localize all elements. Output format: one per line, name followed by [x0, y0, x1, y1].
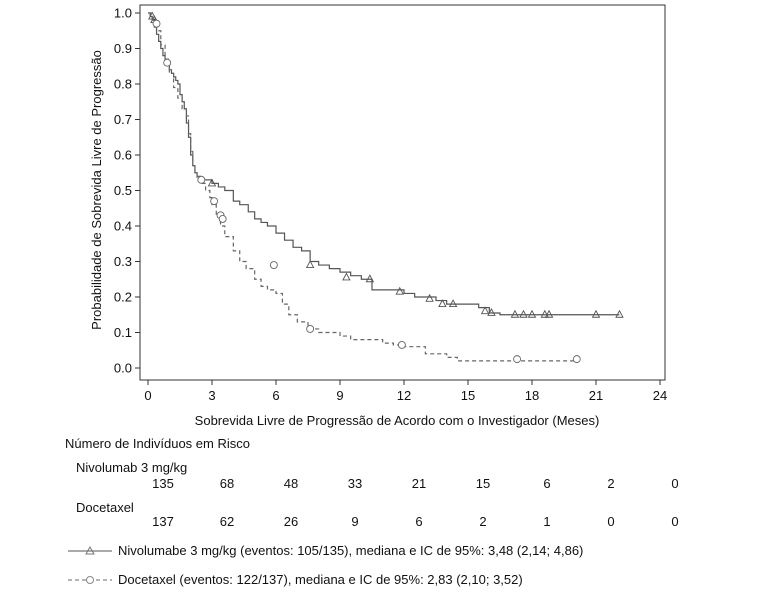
censor-mark-docetaxel: [572, 355, 581, 364]
risk-row-nivolumab: 135 68 48 33 21 15 6 2 0: [0, 476, 777, 492]
risk-value: 6: [543, 476, 551, 491]
y-tick-label: 0.9: [114, 41, 132, 56]
y-tick-label: 0.8: [114, 77, 132, 92]
censor-mark-nivolumab: [305, 260, 315, 268]
x-tick-label: 9: [336, 388, 343, 403]
censor-mark-nivolumab: [519, 309, 528, 318]
censor-mark-nivolumab: [540, 309, 550, 318]
x-tick-label: 0: [144, 388, 151, 403]
censor-mark-docetaxel: [152, 19, 161, 28]
y-tick-label: 0.5: [114, 183, 132, 198]
y-tick-label: 0.4: [114, 219, 132, 234]
censor-mark-nivolumab: [438, 299, 447, 308]
y-axis-label: Probabilidade de Sobrevida Livre de Prog…: [89, 50, 104, 330]
risk-value: 26: [283, 514, 299, 529]
risk-value: 2: [607, 476, 615, 491]
risk-table-title: Número de Indivíduos em Risco: [65, 436, 250, 451]
censor-mark-nivolumab: [342, 272, 351, 281]
risk-value: 1: [543, 514, 551, 529]
x-tick-label: 3: [208, 388, 215, 403]
censor-mark-nivolumab: [615, 309, 624, 318]
y-tick-label: 0.2: [114, 290, 132, 305]
risk-value: 48: [283, 476, 299, 491]
risk-value: 33: [347, 476, 363, 491]
censor-mark-docetaxel: [163, 58, 172, 67]
censor-mark-docetaxel: [397, 340, 406, 349]
y-tick-label: 0.1: [114, 325, 132, 340]
x-tick-label: 21: [589, 388, 603, 403]
censor-mark-nivolumab: [544, 309, 554, 318]
censor-mark-nivolumab: [487, 308, 496, 316]
y-tick-label: 0.0: [114, 361, 132, 376]
censor-mark-nivolumab: [365, 274, 375, 283]
censor-mark-nivolumab: [425, 293, 434, 302]
risk-value: 21: [411, 476, 427, 491]
censor-mark-docetaxel: [210, 197, 219, 206]
censor-mark-nivolumab: [480, 306, 490, 315]
censor-mark-nivolumab: [207, 178, 217, 187]
x-tick-label: 15: [461, 388, 475, 403]
x-axis: 0 3 6 9 12 15 18 21 24: [144, 380, 667, 403]
risk-value: 0: [671, 514, 679, 529]
x-tick-label: 6: [272, 388, 279, 403]
series-line-nivolumab: [148, 12, 620, 316]
censor-mark-docetaxel: [218, 214, 227, 223]
plot-frame: [139, 4, 666, 381]
censor-mark-docetaxel: [269, 261, 278, 269]
series-line-docetaxel: [148, 12, 577, 362]
x-tick-label: 18: [525, 388, 539, 403]
censor-mark-docetaxel: [197, 175, 206, 184]
y-tick-label: 0.6: [114, 148, 132, 163]
legend-text-docetaxel: Docetaxel (eventos: 122/137), mediana e …: [118, 572, 523, 587]
risk-value: 2: [479, 514, 487, 529]
y-axis: 0.0 0.1 0.2 0.3 0.4 0.5 0.6 0.7 0.8 0.9 1.0: [114, 6, 140, 376]
risk-value: 62: [219, 514, 235, 529]
risk-value: 15: [475, 476, 491, 491]
risk-value: 0: [607, 514, 615, 529]
y-tick-label: 1.0: [114, 6, 132, 21]
risk-value: 6: [415, 514, 423, 529]
y-tick-label: 0.3: [114, 254, 132, 269]
legend-swatch-nivolumab: [68, 545, 112, 555]
censor-mark-nivolumab: [395, 286, 404, 295]
x-axis-label: Sobrevida Livre de Progressão de Acordo …: [195, 413, 600, 428]
risk-value: 135: [152, 476, 174, 491]
risk-value: 0: [671, 476, 679, 491]
y-tick-label: 0.7: [114, 112, 132, 127]
legend-swatch-docetaxel: [68, 576, 112, 584]
risk-value: 137: [152, 514, 174, 529]
risk-row-docetaxel: 137 62 26 9 6 2 1 0 0: [0, 514, 777, 530]
x-tick-label: 12: [397, 388, 411, 403]
censor-mark-docetaxel: [306, 325, 315, 333]
series-layer: [148, 11, 624, 364]
censor-mark-docetaxel: [513, 355, 522, 364]
risk-value: 68: [219, 476, 235, 491]
censor-mark-nivolumab: [527, 309, 537, 318]
censor-mark-nivolumab: [510, 309, 520, 318]
x-tick-label: 24: [653, 388, 667, 403]
km-chart: 0.0 0.1 0.2 0.3 0.4 0.5 0.6 0.7 0.8 0.9 1.0 0 3 6 9 12…: [89, 4, 667, 428]
censor-mark-nivolumab: [591, 309, 601, 318]
censor-mark-nivolumab: [448, 299, 458, 308]
risk-group-label-nivolumab: Nivolumab 3 mg/kg: [76, 460, 188, 475]
risk-group-label-docetaxel: Docetaxel: [76, 500, 134, 515]
legend-text-nivolumab: Nivolumabe 3 mg/kg (eventos: 105/135), m…: [118, 543, 584, 558]
risk-value: 9: [351, 514, 359, 529]
